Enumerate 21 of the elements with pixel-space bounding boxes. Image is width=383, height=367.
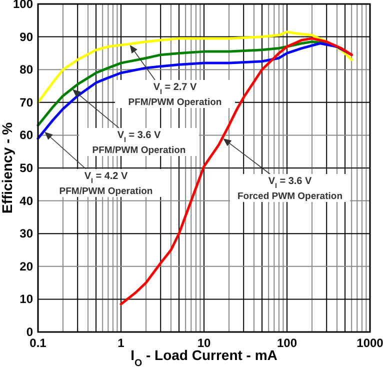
- annotation: V$_{I}$ = 3.6 V PFM/PWM Operation: [92, 130, 186, 156]
- y-tick-label: 90: [20, 30, 34, 44]
- x-tick-label: 10: [197, 336, 211, 350]
- x-axis-title: I$_{O}$ - Load Current - mA: [130, 347, 278, 367]
- x-tick-label: 1: [118, 336, 125, 350]
- x-tick-label: 0.1: [30, 336, 47, 350]
- x-tick-label: 1000: [356, 336, 383, 350]
- y-tick-label: 0: [26, 325, 34, 339]
- annotation: V$_{I}$ = 4.2 V PFM/PWM Operation: [59, 171, 153, 197]
- y-axis-title: Efficiency - %: [0, 122, 15, 214]
- x-tick-label: 100: [276, 336, 298, 350]
- y-tick-label: 50: [20, 161, 34, 175]
- y-tick-label: 70: [20, 95, 34, 110]
- y-tick-label: 10: [20, 292, 34, 306]
- y-tick-label: 40: [20, 194, 34, 208]
- y-tick-label: 80: [20, 62, 34, 77]
- annotation: V$_{I}$ = 3.6 V Forced PWM Operation: [237, 176, 343, 202]
- y-tick-label: 60: [20, 128, 34, 142]
- y-tick-label: 30: [20, 226, 34, 241]
- annotation: V$_{I}$ = 2.7 V PFM/PWM Operation: [128, 82, 222, 108]
- y-tick-label: 20: [20, 259, 34, 274]
